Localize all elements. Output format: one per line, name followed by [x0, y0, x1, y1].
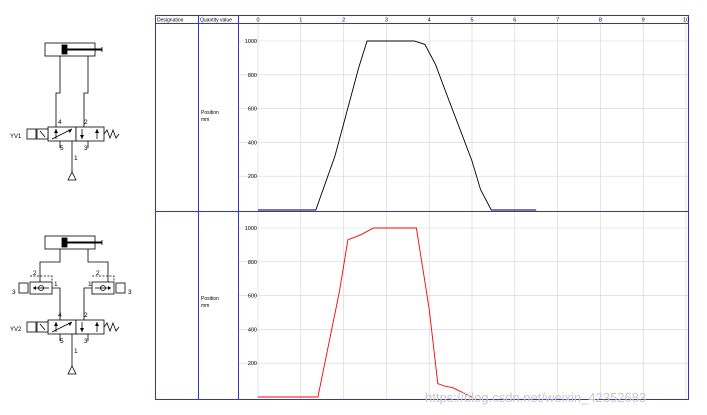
y-tick-label: 800: [248, 73, 257, 79]
y-tick-label: 1000: [245, 39, 257, 45]
port-1: 1: [74, 155, 78, 162]
port-5b: 5: [60, 338, 64, 345]
table-frame: [155, 15, 689, 400]
time-tick-label: 1: [299, 18, 302, 24]
quantity-header: Quantity value: [200, 18, 232, 24]
panel-1-unit: mm: [201, 117, 209, 123]
port-1-left: 1: [54, 281, 58, 288]
port-4b: 4: [58, 312, 62, 319]
y-tick-label: 400: [248, 327, 257, 333]
port-2b: 2: [84, 312, 88, 319]
port-2-right: 2: [96, 270, 100, 277]
y-tick-label: 400: [248, 140, 257, 146]
y-tick-label: 200: [248, 174, 257, 180]
port-3b: 3: [84, 338, 88, 345]
valve-yv1-icon: [26, 126, 120, 142]
y-tick-label: 200: [248, 361, 257, 367]
time-tick-label: 7: [556, 18, 559, 24]
pipe-2: [83, 56, 89, 127]
pressure-source-2-icon: [67, 365, 77, 375]
port-1-right: 1: [88, 281, 92, 288]
designation-header: Designation: [157, 18, 184, 24]
valve-label-yv2: YV2: [10, 327, 22, 333]
panel-1-quantity: Position: [201, 110, 219, 116]
time-tick-label: 5: [470, 18, 473, 24]
valve-label-yv1: YV1: [10, 134, 22, 140]
position-curve-yv2: [258, 227, 473, 398]
y-tick-label: 800: [248, 260, 257, 266]
port-3: 3: [84, 145, 88, 152]
port-3-left: 3: [12, 289, 16, 296]
y-tick-label: 600: [248, 107, 257, 113]
grid-layer: [239, 24, 688, 399]
time-tick-label: 9: [642, 18, 645, 24]
port-4: 4: [58, 119, 62, 126]
time-tick-label: 4: [428, 18, 431, 24]
y-tick-label: 1000: [245, 226, 257, 232]
time-tick-label: 10: [683, 18, 689, 24]
time-tick-label: 2: [342, 18, 345, 24]
valve-yv2-icon: [26, 319, 120, 335]
time-axis: 0 1 2 3 4 5 6 7 8 9 10: [256, 18, 689, 24]
time-tick-label: 3: [385, 18, 388, 24]
port-2-left: 2: [33, 270, 37, 277]
schematic-area: YV1 4 2 5 3 1: [10, 42, 132, 375]
panel-2-y-axis: 200 400 600 800 1000: [245, 226, 257, 367]
cylinder-2-icon: [44, 235, 103, 250]
port-5: 5: [60, 145, 64, 152]
time-tick-label: 8: [599, 18, 602, 24]
time-tick-label: 0: [256, 18, 259, 24]
circuit-yv1: [26, 42, 120, 181]
port-1b: 1: [74, 348, 78, 355]
time-tick-label: 6: [513, 18, 516, 24]
port-2: 2: [84, 119, 88, 126]
panel-2-unit: mm: [201, 303, 209, 309]
y-tick-label: 600: [248, 294, 257, 300]
panel-2-quantity: Position: [201, 296, 219, 302]
cylinder-1-icon: [44, 42, 103, 57]
position-curve-yv1: [258, 40, 537, 211]
pipe-4: [55, 56, 61, 127]
circuit-yv2: [18, 235, 126, 375]
panel-1-y-axis: 200 400 600 800 1000: [245, 39, 257, 180]
watermark: https://blog.csdn.net/weixin_42352683: [425, 390, 646, 405]
pressure-source-icon: [67, 171, 77, 181]
port-3-right: 3: [128, 289, 132, 296]
valve-right-icon: [91, 275, 126, 295]
